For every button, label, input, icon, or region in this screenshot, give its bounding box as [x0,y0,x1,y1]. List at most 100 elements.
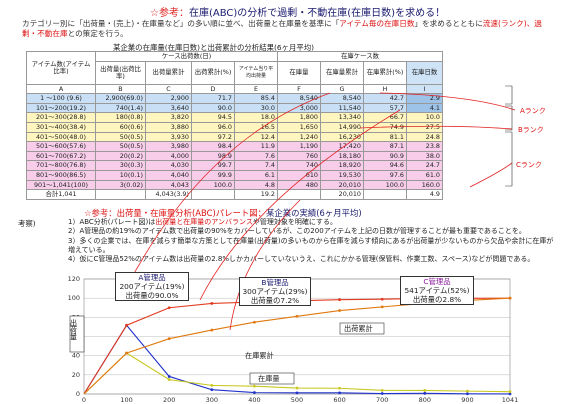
series-point [338,309,341,312]
col-days-header: 在庫日数 [406,60,443,85]
ship-label: 出荷量 [70,318,79,340]
table-row: 801〜900(86.5) 10(0.1) 4,040 99.9 6.1 610 19,53… [26,169,443,181]
series-point [380,388,384,392]
box-a-title: A管理品 [138,273,166,282]
box-b-items: 300アイテム(29%) [242,287,308,296]
series-point [167,378,171,382]
series-point [210,302,214,305]
table-row: 1 〜100 (9.6) 2,900(69.0) 2,900 71.7 85.4 8,54… [26,93,443,104]
col-stock-cum-header: 在庫量累計 [320,60,364,85]
box-c-share: 出荷量の2.8% [412,295,462,304]
y-tick-label: 0 [76,390,80,398]
stock-cum-label: 在庫累計 [245,351,274,360]
y-tick-label: 100 [68,294,80,302]
box-a-items: 200アイテム(19%) [119,282,185,291]
col-items-header: アイテム数(アイテム比率) [26,51,96,85]
rank-b-label: Bランク [518,126,544,134]
rank-b-bracket [505,105,513,131]
box-b: B管理品 300アイテム(29%) 出荷量の7.2% [239,277,311,306]
series-point [338,386,341,390]
ship-label-box [69,315,85,353]
col-stock-ratio-header: 在庫累計(%) [363,60,407,85]
rank-a-bracket [505,85,513,105]
series-line [83,297,511,395]
rank-b-connector [359,125,513,130]
series-point [380,297,384,301]
table-row: 合計1,041 4,043(3.9) 19.2 20,010 4.9 [26,189,443,200]
note-3: 3）多くの企業では、在庫を減らす簡単な方策として在庫量(出荷量)の多いものから在… [68,236,554,254]
chart-connector-c [229,199,301,331]
col-ratio-header: 出荷累計(%) [191,60,235,85]
stock-label-box [249,372,295,385]
series-point [423,389,427,392]
series-point [167,337,171,341]
col-stock-header: 在庫量 [277,60,321,85]
series-point [253,384,256,388]
series-point [508,392,512,396]
x-tick-label: 200 [163,396,175,404]
col-ship-header: 出荷量(出荷比率) [95,60,146,85]
x-tick-label: 800 [419,396,431,404]
stock-label: 在庫量 [258,374,280,383]
table-caption: 某企業の在庫量(在庫日数)と出荷累計の分析結果(6ヶ月平均) [113,43,315,52]
ship-cum-label: 出荷累計 [344,324,373,333]
y-tick-label: 20 [72,371,80,379]
box-c-title: C管理品 [423,277,451,286]
x-tick-label: 1041 [502,396,519,404]
x-tick-label: 100 [120,396,132,404]
col-per-header: アイテム当り平均出荷量 [234,60,278,85]
box-b-share: 出荷量の7.2% [250,296,300,305]
series-point [210,328,214,332]
x-tick-label: 600 [333,396,345,404]
rank-c-label: Cランク [516,161,542,169]
chart-connector-b [199,109,401,301]
box-b-title: B管理品 [261,278,289,287]
series-point [210,388,214,392]
y-tick-label: 120 [68,275,80,283]
section2-title: ☆参考：出荷量・在庫量分析(ABC)パレート図：某企業の実績(6ヶ月平均) [84,208,362,218]
series-point [167,306,171,310]
table-row: 501〜600(57.6) 50(0.5) 3,980 98.4 11.9 1,190 17… [26,141,443,152]
x-tick-label: 900 [461,396,473,404]
x-tick-label: 700 [376,396,388,404]
rank-c-connector [469,162,513,188]
x-tick-label: 400 [248,396,260,404]
table-row: 901〜1,041(100) 3(0.02) 4,043 100.0 4.8 480 20,… [26,179,443,191]
rank-c-bracket [505,131,513,187]
series-point [338,391,341,395]
box-a: A管理品 200アイテム(19%) 出荷量の90.0% [115,272,189,301]
x-tick-label: 500 [291,396,303,404]
box-c: C管理品 541アイテム(52%) 出荷量の2.8% [400,276,474,305]
rank-a-label: Aランク [520,107,546,115]
series-point [167,375,171,378]
series-point [295,386,299,390]
rank-a-connector [379,92,516,111]
series-point [508,390,512,394]
chart-connector-a [119,92,331,301]
series-point [466,389,469,393]
series-point [125,323,128,327]
table-row: 301〜400(38.4) 60(0.6) 3,880 96.0 16.5 1,650 14… [26,121,443,133]
series-point [253,320,256,324]
series-point [338,298,341,302]
table-row: 701〜800(76.8) 30(0.3) 4,030 99.7 7.4 740 18,92… [26,160,443,171]
series-line [83,324,511,395]
series-point [508,296,512,300]
note-4: 4）仮にC管理品52%のアイテム数は出荷量の2.8%しかカバーしていないうえ、こ… [68,255,535,264]
note-1: 1）ABC分析(パレート図)は出荷量と在庫量のアンバランスや管理対象を明確にする… [68,218,337,226]
x-tick-label: 300 [206,396,218,404]
kousatsu-label: 考察) [18,219,36,228]
box-c-items: 541アイテム(52%) [404,286,470,295]
series-point [423,391,427,395]
intro-text: カテゴリー別に「出荷量・(売上)・在庫量など」の多い順に並べ、出荷量と在庫量を基… [22,19,542,38]
page-title: ☆参考：在庫(ABC)の分析で過剰・不動在庫(在庫日数)を求める！ [150,8,446,19]
series-point [295,314,299,318]
note-2: 2）A管理品の約19%のアイテム数で出荷量の90%をカバーしているが、この200… [68,227,526,236]
y-tick-label: 40 [72,352,80,360]
series-point [380,305,384,309]
ship-cum-label-box [339,322,385,335]
box-a-share: 出荷量の90.0% [125,291,179,300]
x-tick-label: 0 [82,396,86,404]
series-point [295,391,299,395]
